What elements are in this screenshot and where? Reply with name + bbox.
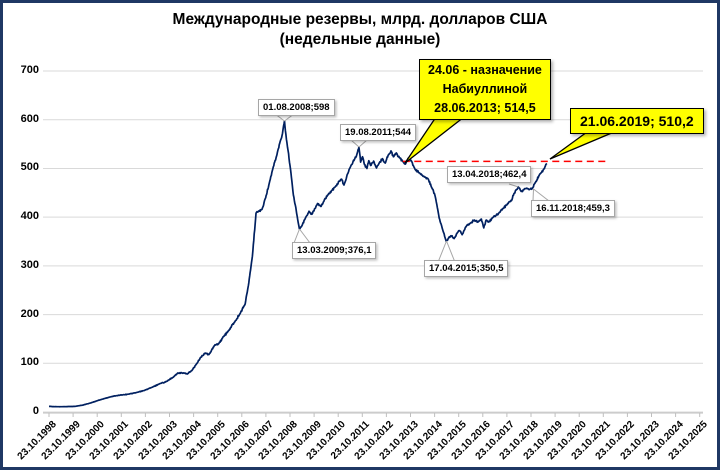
callout-latest-value: 21.06.2019; 510,2 xyxy=(570,108,704,134)
y-tick-label: 600 xyxy=(20,112,39,125)
data-label-2009-trough: 13.03.2009;376,1 xyxy=(292,242,377,259)
line-chart-plot xyxy=(43,70,703,417)
chart-title: Международные резервы, млрд. долларов СШ… xyxy=(3,10,717,50)
y-tick-label: 700 xyxy=(20,64,39,77)
callout-line: 24.06 - назначение xyxy=(428,63,542,77)
callout-line: 28.06.2013; 514,5 xyxy=(434,101,536,115)
y-tick-label: 500 xyxy=(20,161,39,174)
callout-nabiullina-appointment: 24.06 - назначение Набиуллиной 28.06.201… xyxy=(419,59,551,120)
chart-title-line2: (недельные данные) xyxy=(279,31,441,48)
callout-line: Набиуллиной xyxy=(442,82,528,96)
callout-line: 21.06.2019; 510,2 xyxy=(580,113,694,129)
y-tick-label: 100 xyxy=(20,356,39,369)
y-tick-label: 400 xyxy=(20,210,39,223)
chart-title-line1: Международные резервы, млрд. долларов СШ… xyxy=(172,11,548,28)
data-label-2018-april: 13.04.2018;462,4 xyxy=(447,166,532,183)
y-tick-label: 300 xyxy=(20,258,39,271)
y-tick-label: 0 xyxy=(32,405,39,417)
y-tick-label: 200 xyxy=(20,307,39,320)
data-label-2011-peak: 19.08.2011;544 xyxy=(340,124,417,141)
data-label-2018-november: 16.11.2018;459,3 xyxy=(531,200,615,217)
data-label-2015-trough: 17.04.2015;350,5 xyxy=(424,260,509,277)
data-label-2008-peak: 01.08.2008;598 xyxy=(258,99,335,116)
